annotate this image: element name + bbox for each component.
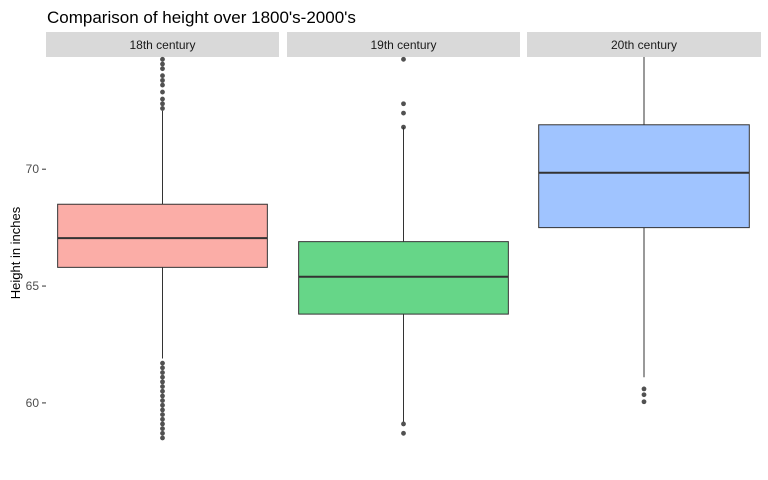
outlier-point [160,426,165,432]
outlier-point [401,56,406,62]
outlier-point [160,56,165,62]
outlier-point [160,421,165,427]
facet-panels: 18th century 19th century 20th century [46,32,761,441]
outlier-point [160,365,165,371]
outlier-point [160,360,165,366]
y-tick-label: 65 [26,279,40,293]
outlier-point [401,110,406,116]
outlier-point [641,386,647,392]
outlier-point [401,101,406,107]
outlier-point [160,430,165,436]
outlier-point [401,421,406,427]
outlier-point [641,399,647,405]
outlier-point [160,407,165,413]
y-axis: 60 65 70 [26,162,46,410]
outlier-point [160,374,165,380]
outlier-point [160,101,165,107]
y-tick-label: 70 [26,162,40,176]
outlier-point [160,398,165,403]
box [298,241,509,315]
outlier-point [641,392,647,398]
facet-panel: 18th century [46,32,279,441]
outlier-point [160,384,165,389]
facet-panel: 19th century [287,32,520,436]
box [538,124,750,229]
outlier-point [160,66,165,72]
outlier-point [401,430,406,436]
outlier-point [160,370,165,375]
outlier-point [160,388,165,394]
y-tick-label: 60 [26,396,40,410]
facet-panel: 20th century [527,32,761,405]
outlier-point [160,77,165,83]
chart-title: Comparison of height over 1800's-2000's [47,8,356,27]
outlier-point [160,82,165,88]
facet-strip [287,32,520,57]
y-axis-title: Height in inches [8,206,23,299]
facet-strip-label: 18th century [129,38,195,52]
outlier-point [160,379,165,385]
outlier-point [160,412,165,418]
outlier-point [160,89,165,95]
box [57,203,268,268]
outlier-point [160,435,165,441]
facet-strip [527,32,761,57]
facet-strip-label: 19th century [370,38,436,52]
outlier-point [160,73,165,79]
facet-strip [46,32,279,57]
outlier-point [160,402,165,408]
outlier-point [160,61,165,67]
outlier-point [160,393,165,399]
outlier-point [160,96,165,102]
outlier-point [160,106,165,111]
outlier-point [160,416,165,422]
outlier-point [401,124,406,130]
facet-strip-label: 20th century [611,38,677,52]
